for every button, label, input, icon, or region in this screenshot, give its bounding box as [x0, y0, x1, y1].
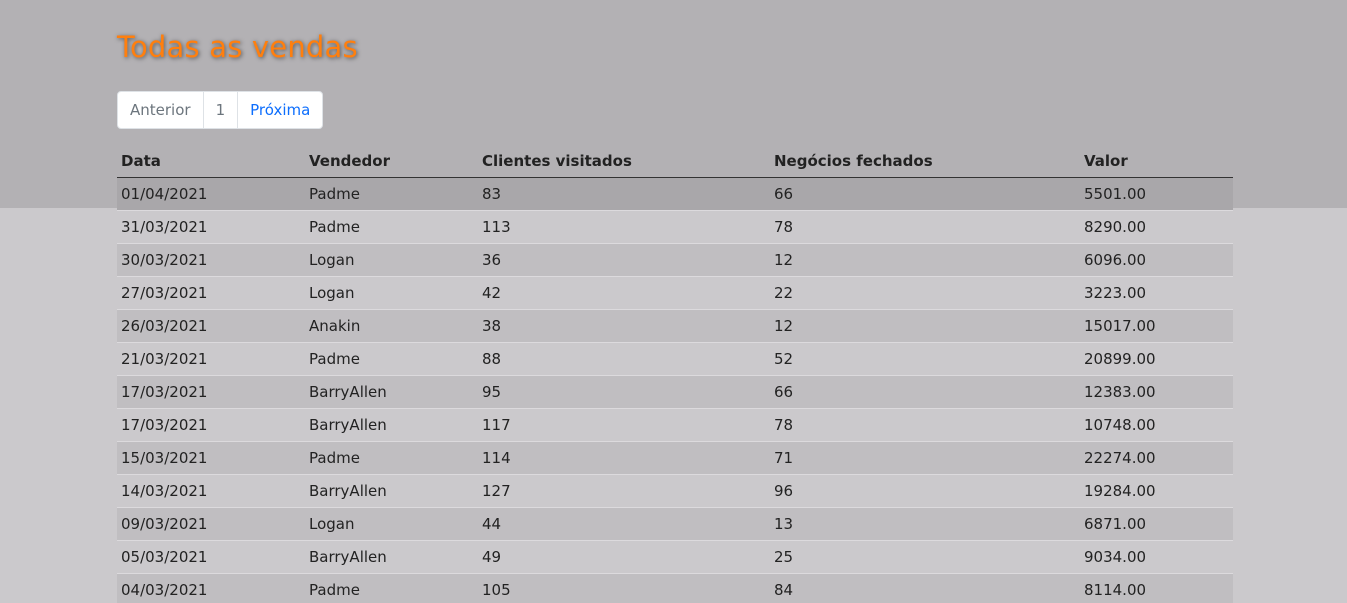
cell-valor: 9034.00 — [1080, 540, 1233, 574]
cell-clientes-visitados: 117 — [478, 408, 770, 442]
cell-valor: 10748.00 — [1080, 408, 1233, 442]
page-title: Todas as vendas — [117, 30, 358, 64]
cell-clientes-visitados: 114 — [478, 441, 770, 475]
pagination-page-1[interactable]: 1 — [204, 92, 239, 128]
column-header-vendedor: Vendedor — [305, 145, 478, 178]
cell-negocios-fechados: 71 — [770, 441, 1080, 475]
cell-clientes-visitados: 113 — [478, 210, 770, 244]
cell-negocios-fechados: 66 — [770, 177, 1080, 211]
table-row: 05/03/2021 BarryAllen 49 25 9034.00 — [117, 540, 1233, 574]
cell-clientes-visitados: 38 — [478, 309, 770, 343]
table-header: Data Vendedor Clientes visitados Negócio… — [117, 145, 1233, 178]
cell-vendedor: Padme — [305, 210, 478, 244]
table-row: 27/03/2021 Logan 42 22 3223.00 — [117, 276, 1233, 310]
pagination: Anterior 1 Próxima — [117, 91, 324, 129]
table-header-row: Data Vendedor Clientes visitados Negócio… — [117, 145, 1233, 178]
cell-vendedor: Logan — [305, 276, 478, 310]
column-header-data: Data — [117, 145, 305, 178]
table-row: 31/03/2021 Padme 113 78 8290.00 — [117, 210, 1233, 244]
cell-data: 21/03/2021 — [117, 342, 305, 376]
cell-clientes-visitados: 83 — [478, 177, 770, 211]
cell-negocios-fechados: 22 — [770, 276, 1080, 310]
cell-valor: 22274.00 — [1080, 441, 1233, 475]
cell-clientes-visitados: 105 — [478, 573, 770, 603]
cell-data: 27/03/2021 — [117, 276, 305, 310]
cell-clientes-visitados: 127 — [478, 474, 770, 508]
cell-valor: 12383.00 — [1080, 375, 1233, 409]
table-row: 15/03/2021 Padme 114 71 22274.00 — [117, 441, 1233, 475]
cell-valor: 15017.00 — [1080, 309, 1233, 343]
table-row: 30/03/2021 Logan 36 12 6096.00 — [117, 243, 1233, 277]
cell-negocios-fechados: 96 — [770, 474, 1080, 508]
table-row: 14/03/2021 BarryAllen 127 96 19284.00 — [117, 474, 1233, 508]
cell-valor: 8290.00 — [1080, 210, 1233, 244]
cell-negocios-fechados: 66 — [770, 375, 1080, 409]
cell-valor: 5501.00 — [1080, 177, 1233, 211]
cell-negocios-fechados: 25 — [770, 540, 1080, 574]
sales-table: Data Vendedor Clientes visitados Negócio… — [117, 145, 1233, 603]
cell-data: 15/03/2021 — [117, 441, 305, 475]
table-row: 17/03/2021 BarryAllen 95 66 12383.00 — [117, 375, 1233, 409]
cell-clientes-visitados: 95 — [478, 375, 770, 409]
table-row: 21/03/2021 Padme 88 52 20899.00 — [117, 342, 1233, 376]
cell-data: 05/03/2021 — [117, 540, 305, 574]
cell-negocios-fechados: 13 — [770, 507, 1080, 541]
table-row: 01/04/2021 Padme 83 66 5501.00 — [117, 177, 1233, 211]
cell-negocios-fechados: 12 — [770, 309, 1080, 343]
cell-vendedor: Padme — [305, 573, 478, 603]
cell-valor: 8114.00 — [1080, 573, 1233, 603]
table-row: 09/03/2021 Logan 44 13 6871.00 — [117, 507, 1233, 541]
cell-negocios-fechados: 84 — [770, 573, 1080, 603]
cell-vendedor: Anakin — [305, 309, 478, 343]
column-header-valor: Valor — [1080, 145, 1233, 178]
cell-data: 17/03/2021 — [117, 408, 305, 442]
table-row: 04/03/2021 Padme 105 84 8114.00 — [117, 573, 1233, 603]
cell-valor: 6871.00 — [1080, 507, 1233, 541]
cell-clientes-visitados: 88 — [478, 342, 770, 376]
cell-vendedor: Logan — [305, 507, 478, 541]
cell-clientes-visitados: 42 — [478, 276, 770, 310]
cell-negocios-fechados: 78 — [770, 408, 1080, 442]
cell-vendedor: BarryAllen — [305, 540, 478, 574]
cell-vendedor: Padme — [305, 177, 478, 211]
cell-valor: 19284.00 — [1080, 474, 1233, 508]
cell-clientes-visitados: 44 — [478, 507, 770, 541]
cell-vendedor: Logan — [305, 243, 478, 277]
cell-negocios-fechados: 78 — [770, 210, 1080, 244]
table-body: 01/04/2021 Padme 83 66 5501.00 31/03/2021 Padm… — [117, 177, 1233, 603]
column-header-negocios-fechados: Negócios fechados — [770, 145, 1080, 178]
cell-data: 31/03/2021 — [117, 210, 305, 244]
cell-data: 17/03/2021 — [117, 375, 305, 409]
cell-vendedor: Padme — [305, 441, 478, 475]
cell-data: 01/04/2021 — [117, 177, 305, 211]
cell-vendedor: BarryAllen — [305, 375, 478, 409]
cell-valor: 6096.00 — [1080, 243, 1233, 277]
table-row: 26/03/2021 Anakin 38 12 15017.00 — [117, 309, 1233, 343]
column-header-clientes-visitados: Clientes visitados — [478, 145, 770, 178]
cell-clientes-visitados: 36 — [478, 243, 770, 277]
cell-valor: 3223.00 — [1080, 276, 1233, 310]
cell-negocios-fechados: 52 — [770, 342, 1080, 376]
cell-vendedor: Padme — [305, 342, 478, 376]
cell-data: 30/03/2021 — [117, 243, 305, 277]
cell-data: 14/03/2021 — [117, 474, 305, 508]
table-row: 17/03/2021 BarryAllen 117 78 10748.00 — [117, 408, 1233, 442]
cell-negocios-fechados: 12 — [770, 243, 1080, 277]
cell-data: 04/03/2021 — [117, 573, 305, 603]
pagination-previous-button[interactable]: Anterior — [118, 92, 204, 128]
cell-data: 26/03/2021 — [117, 309, 305, 343]
cell-vendedor: BarryAllen — [305, 408, 478, 442]
cell-valor: 20899.00 — [1080, 342, 1233, 376]
pagination-next-button[interactable]: Próxima — [250, 101, 311, 119]
cell-vendedor: BarryAllen — [305, 474, 478, 508]
cell-data: 09/03/2021 — [117, 507, 305, 541]
cell-clientes-visitados: 49 — [478, 540, 770, 574]
